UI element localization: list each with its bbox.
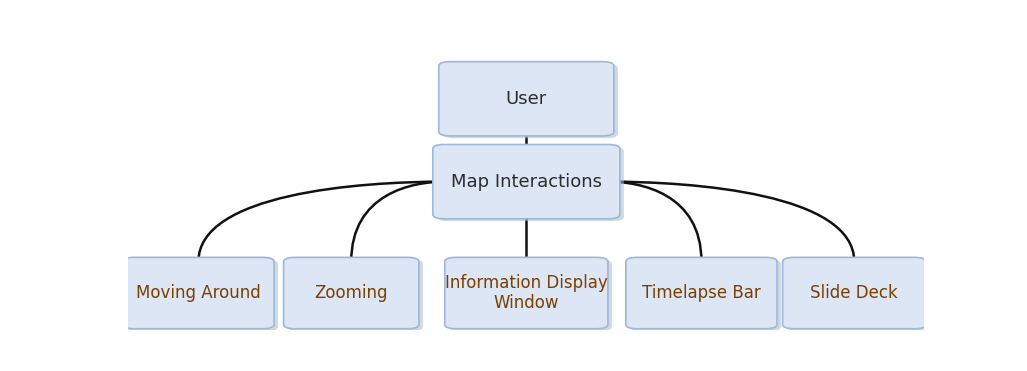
Text: Moving Around: Moving Around bbox=[136, 284, 261, 302]
FancyBboxPatch shape bbox=[432, 144, 620, 219]
FancyBboxPatch shape bbox=[625, 257, 777, 329]
FancyBboxPatch shape bbox=[630, 260, 782, 331]
FancyBboxPatch shape bbox=[449, 260, 612, 331]
FancyBboxPatch shape bbox=[787, 260, 929, 331]
FancyBboxPatch shape bbox=[783, 257, 926, 329]
Text: Slide Deck: Slide Deck bbox=[810, 284, 899, 302]
FancyBboxPatch shape bbox=[445, 257, 608, 329]
FancyBboxPatch shape bbox=[123, 257, 274, 329]
Text: Zooming: Zooming bbox=[314, 284, 388, 302]
FancyBboxPatch shape bbox=[283, 257, 419, 329]
Text: Map Interactions: Map Interactions bbox=[451, 173, 602, 191]
Text: Information Display
Window: Information Display Window bbox=[445, 274, 608, 312]
Text: Timelapse Bar: Timelapse Bar bbox=[642, 284, 761, 302]
Text: User: User bbox=[505, 90, 547, 108]
FancyBboxPatch shape bbox=[436, 147, 623, 221]
FancyBboxPatch shape bbox=[288, 260, 423, 331]
FancyBboxPatch shape bbox=[439, 62, 614, 136]
FancyBboxPatch shape bbox=[443, 64, 618, 138]
FancyBboxPatch shape bbox=[126, 260, 278, 331]
